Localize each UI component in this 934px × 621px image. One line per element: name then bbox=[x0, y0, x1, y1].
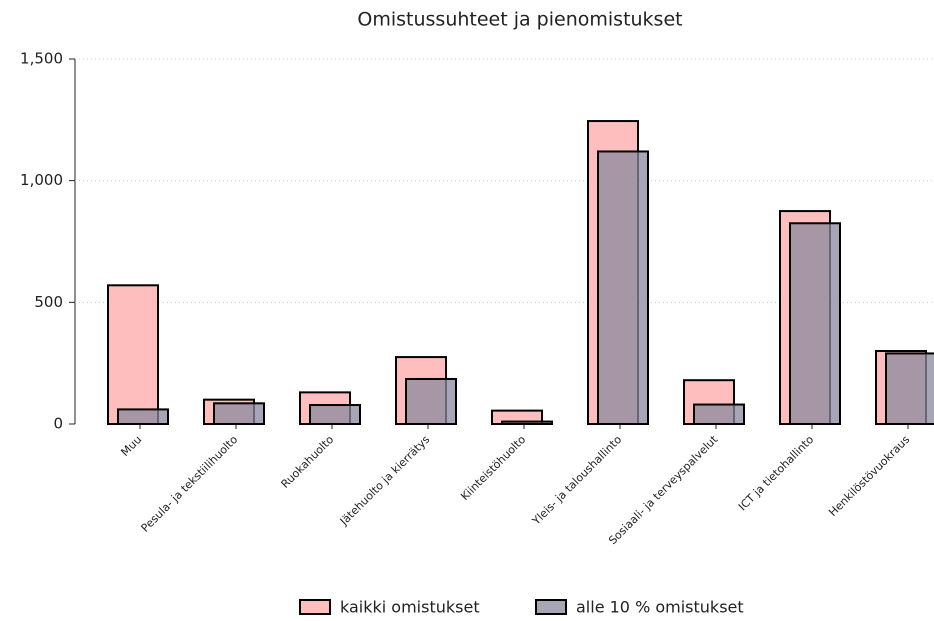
x-tick-label: Pesula- ja tekstiilihuolto bbox=[139, 433, 241, 535]
bar bbox=[597, 150, 649, 425]
x-tick-label: Muu bbox=[118, 433, 144, 459]
legend-swatch bbox=[535, 599, 567, 615]
bar bbox=[107, 284, 159, 425]
bar bbox=[789, 222, 841, 425]
bar bbox=[309, 404, 361, 425]
x-tick-label: Jätehuolto ja kierrätys bbox=[337, 433, 433, 529]
x-tick-label: Kiinteistöhuolto bbox=[458, 433, 528, 503]
legend-swatch bbox=[299, 599, 331, 615]
bar bbox=[213, 402, 265, 426]
y-tick-label: 500 bbox=[34, 293, 63, 311]
bar bbox=[117, 408, 169, 425]
bar bbox=[501, 420, 553, 426]
x-tick-label: Ruokahuolto bbox=[279, 433, 337, 491]
bar bbox=[405, 377, 457, 426]
legend-label: alle 10 % omistukset bbox=[576, 598, 744, 617]
x-tick-label: Sosiaali- ja terveyspalvelut bbox=[606, 433, 721, 548]
chart-title: Omistussuhteet ja pienomistukset bbox=[357, 9, 682, 31]
x-tick-label: ICT ja tietohallinto bbox=[736, 433, 816, 513]
y-tick-label: 0 bbox=[53, 415, 63, 433]
x-tick-label: Henkilöstövuokraus bbox=[826, 433, 912, 519]
y-tick-label: 1,500 bbox=[20, 50, 63, 68]
legend-label: kaikki omistukset bbox=[340, 598, 480, 617]
bar bbox=[693, 403, 745, 425]
y-tick-label: 1,000 bbox=[20, 171, 63, 189]
x-tick-label: Yleis- ja taloushallinto bbox=[529, 433, 624, 528]
bar bbox=[885, 352, 934, 425]
